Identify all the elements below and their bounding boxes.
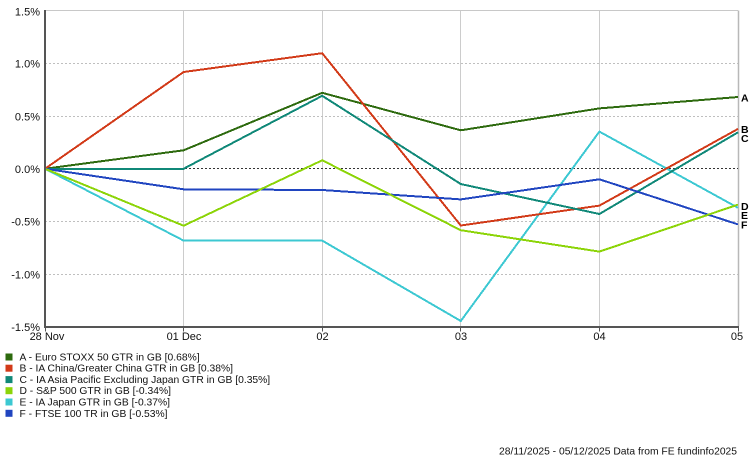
svg-text:D - S&P 500 GTR in GB [-0.34%]: D - S&P 500 GTR in GB [-0.34%] [20,386,172,397]
svg-text:1.5%: 1.5% [15,7,40,19]
svg-text:A - Euro STOXX 50 GTR in GB [0: A - Euro STOXX 50 GTR in GB [0.68%] [20,353,200,364]
svg-text:B - IA China/Greater China GTR: B - IA China/Greater China GTR in GB [0.… [20,364,234,375]
svg-text:03: 03 [455,331,467,343]
svg-text:0.5%: 0.5% [15,111,40,123]
svg-text:E - IA Japan GTR in GB [-0.37%: E - IA Japan GTR in GB [-0.37%] [20,398,171,409]
svg-text:-1.0%: -1.0% [11,269,40,281]
svg-text:B: B [741,124,749,136]
svg-text:E: E [741,210,748,222]
svg-text:01 Dec: 01 Dec [167,331,202,343]
svg-text:28/11/2025 - 05/12/2025 Data f: 28/11/2025 - 05/12/2025 Data from FE fun… [499,447,737,458]
svg-text:D: D [741,201,749,213]
svg-text:05: 05 [731,331,743,343]
svg-text:04: 04 [593,331,605,343]
svg-text:-0.5%: -0.5% [11,217,40,229]
svg-text:-1.5%: -1.5% [11,322,40,334]
svg-text:C: C [741,133,749,145]
svg-text:1.0%: 1.0% [15,59,40,71]
svg-text:A: A [741,93,749,105]
svg-text:C - IA Asia Pacific Excluding: C - IA Asia Pacific Excluding Japan GTR … [20,375,271,386]
svg-text:28 Nov: 28 Nov [30,331,65,343]
svg-text:F - FTSE 100 TR in GB [-0.53%]: F - FTSE 100 TR in GB [-0.53%] [20,409,168,420]
svg-text:F: F [741,220,748,232]
svg-text:0.0%: 0.0% [15,164,40,176]
svg-text:02: 02 [316,331,328,343]
